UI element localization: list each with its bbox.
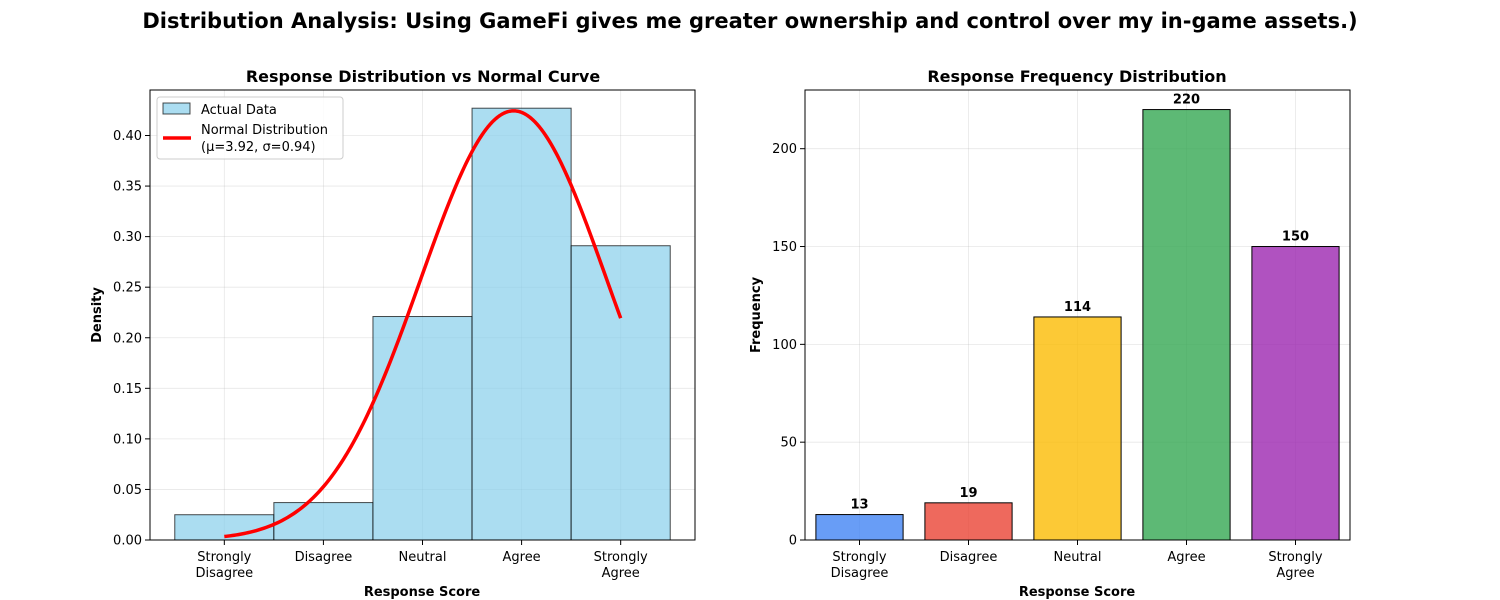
left-chart-legend: Actual Data Normal Distribution (μ=3.92,…	[156, 96, 344, 160]
left-x-tick-label-line: Strongly	[197, 550, 251, 565]
left-x-tick-label: Neutral	[399, 550, 447, 565]
left-chart-y-axis-label: Density	[90, 287, 105, 343]
left-histogram-bar	[273, 502, 374, 541]
normal-distribution-curve	[224, 109, 623, 539]
left-x-tick-label-line: Disagree	[295, 550, 353, 565]
left-y-tick-label: 0.05	[113, 483, 142, 498]
left-chart-title: Response Distribution vs Normal Curve	[246, 67, 600, 86]
left-x-tick-label-line: Agree	[502, 550, 540, 565]
right-bar-value-label: 13	[850, 498, 868, 513]
right-chart-y-ticks: 0 50 100 150 200	[772, 142, 805, 549]
right-chart-title: Response Frequency Distribution	[927, 67, 1226, 86]
left-x-tick-label-line: Strongly	[594, 550, 648, 565]
right-chart-bars	[815, 109, 1340, 541]
left-y-tick-label: 0.15	[113, 382, 142, 397]
left-chart-normal-curve	[224, 109, 623, 539]
right-x-tick-label-line: Strongly	[832, 550, 886, 565]
right-frequency-bar	[1251, 246, 1340, 541]
right-bar-value-label: 150	[1282, 230, 1309, 245]
left-x-tick-label: Agree	[502, 550, 540, 565]
left-x-tick-label: Disagree	[295, 550, 353, 565]
right-x-tick-label: Strongly Disagree	[831, 550, 889, 581]
right-chart-x-axis-label: Response Score	[1019, 585, 1136, 600]
right-y-tick-label: 50	[780, 436, 797, 451]
left-y-tick-label: 0.00	[113, 534, 142, 549]
left-histogram-bar	[372, 316, 473, 541]
right-frequency-bar	[924, 502, 1013, 541]
right-x-tick-label: Disagree	[940, 550, 998, 565]
density-histogram-chart: Response Distribution vs Normal Curve 0.…	[90, 67, 696, 600]
left-x-tick-label-line: Agree	[602, 566, 640, 581]
left-x-tick-label-line: Disagree	[195, 566, 253, 581]
right-x-tick-label-line: Agree	[1276, 566, 1314, 581]
legend-swatch-actual-data	[162, 102, 191, 115]
right-y-tick-label: 0	[789, 534, 797, 549]
right-x-tick-label: Agree	[1167, 550, 1205, 565]
right-x-tick-label-line: Agree	[1167, 550, 1205, 565]
right-chart-y-axis-label: Frequency	[749, 276, 764, 353]
right-bar-value-label: 114	[1064, 300, 1091, 315]
right-y-tick-label: 200	[772, 142, 797, 157]
legend-label-normal-params: (μ=3.92, σ=0.94)	[201, 140, 316, 155]
left-histogram-bar	[570, 245, 671, 541]
left-y-tick-label: 0.40	[113, 129, 142, 144]
left-chart-bars	[174, 107, 671, 541]
frequency-bar-chart: Response Frequency Distribution 13 19 114 2…	[749, 67, 1351, 600]
left-x-tick-label: Strongly Agree	[594, 550, 648, 581]
right-frequency-bar	[815, 514, 904, 541]
left-y-tick-label: 0.25	[113, 281, 142, 296]
right-frequency-bar	[1033, 316, 1122, 541]
right-x-tick-label-line: Neutral	[1054, 550, 1102, 565]
left-x-tick-label-line: Neutral	[399, 550, 447, 565]
left-y-tick-label: 0.35	[113, 180, 142, 195]
left-chart-x-axis-label: Response Score	[364, 585, 481, 600]
legend-label-normal-distribution: Normal Distribution	[201, 123, 328, 138]
right-x-tick-label-line: Disagree	[831, 566, 889, 581]
left-y-tick-label: 0.20	[113, 331, 142, 346]
figure-suptitle: Distribution Analysis: Using GameFi give…	[142, 9, 1357, 33]
left-histogram-bar	[471, 107, 572, 541]
right-x-tick-label-line: Strongly	[1268, 550, 1322, 565]
legend-label-actual-data: Actual Data	[201, 103, 277, 118]
right-y-tick-label: 150	[772, 240, 797, 255]
left-chart-y-ticks: 0.00 0.05 0.10 0.15 0.20 0.25 0.30 0.35 0.40	[113, 129, 150, 549]
right-y-tick-label: 100	[772, 338, 797, 353]
left-x-tick-label: Strongly Disagree	[195, 550, 253, 581]
right-x-tick-label-line: Disagree	[940, 550, 998, 565]
left-y-tick-label: 0.10	[113, 432, 142, 447]
legend-box	[156, 96, 344, 160]
right-x-tick-label: Neutral	[1054, 550, 1102, 565]
right-bar-value-label: 220	[1173, 93, 1200, 108]
right-chart-value-labels: 13 19 114 220 150	[850, 93, 1309, 513]
right-bar-value-label: 19	[959, 486, 977, 501]
right-x-tick-label: Strongly Agree	[1268, 550, 1322, 581]
right-frequency-bar	[1142, 109, 1231, 541]
left-y-tick-label: 0.30	[113, 230, 142, 245]
